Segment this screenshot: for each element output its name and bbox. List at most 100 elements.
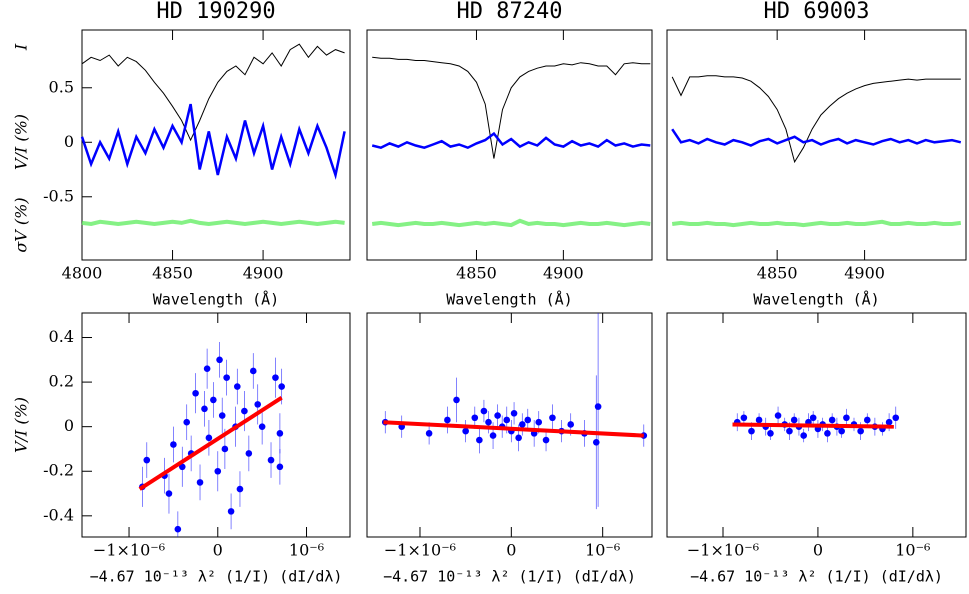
x-axis-label: −4.67 10⁻¹³ λ² (1/I) (dI/dλ) xyxy=(690,568,943,586)
data-point xyxy=(885,418,893,426)
fit-line xyxy=(138,396,283,491)
x-tick-label: −1×10⁻⁶ xyxy=(687,541,759,560)
y-tick-label: 0 xyxy=(64,132,74,151)
data-point xyxy=(790,416,798,424)
data-point xyxy=(748,427,755,435)
panel-title: HD 69003 xyxy=(764,0,870,24)
spectrum-line xyxy=(671,128,962,147)
x-tick-label: 0 xyxy=(506,541,516,560)
spectrum-line xyxy=(81,218,345,227)
data-point xyxy=(192,389,199,397)
x-tick-label: 4850 xyxy=(456,264,497,283)
data-point xyxy=(236,485,244,493)
data-point xyxy=(174,525,182,533)
data-point xyxy=(453,396,460,404)
data-point xyxy=(165,490,173,497)
data-point xyxy=(515,434,522,442)
data-point xyxy=(857,427,864,435)
data-point xyxy=(425,430,433,437)
data-point xyxy=(218,412,226,419)
y-axis-label: V/I (%) xyxy=(12,397,31,453)
data-point xyxy=(205,434,213,442)
data-point xyxy=(549,414,556,422)
data-point xyxy=(214,467,222,475)
plot-frame xyxy=(666,29,967,261)
y-axis-label: I xyxy=(12,43,31,51)
data-point xyxy=(245,450,253,457)
data-point xyxy=(535,418,543,426)
plot-frame xyxy=(81,312,351,538)
data-point xyxy=(480,407,488,415)
plot-frame xyxy=(366,312,653,538)
data-point xyxy=(223,374,230,381)
x-tick-label: −1×10⁻⁶ xyxy=(384,541,456,560)
y-tick-label: 0 xyxy=(64,416,74,435)
fit-line xyxy=(732,422,894,429)
x-tick-label: 10⁻⁶ xyxy=(895,541,930,560)
spectrum-line xyxy=(371,218,651,228)
data-point xyxy=(518,421,526,428)
data-point xyxy=(143,456,151,464)
data-point xyxy=(843,414,850,422)
data-point xyxy=(767,430,774,437)
data-point xyxy=(272,374,279,381)
y-tick-label: 0.2 xyxy=(49,372,74,391)
panel-title: HD 190290 xyxy=(156,0,275,24)
spectrum-line xyxy=(671,75,961,164)
data-point xyxy=(258,423,266,430)
data-point xyxy=(241,407,248,415)
spectrum-line xyxy=(372,56,651,159)
data-point xyxy=(828,416,836,424)
x-axis-label: Wavelength (Å) xyxy=(753,290,879,309)
data-point xyxy=(594,403,602,410)
x-axis-label: Wavelength (Å) xyxy=(153,290,279,309)
spectrum-line xyxy=(371,131,651,150)
data-point xyxy=(221,445,229,453)
data-point xyxy=(249,367,257,375)
data-point xyxy=(276,430,284,437)
data-point xyxy=(503,416,511,424)
data-point xyxy=(510,409,518,417)
x-tick-label: 10⁻⁶ xyxy=(585,541,620,560)
x-axis-label: −4.67 10⁻¹³ λ² (1/I) (dI/dλ) xyxy=(90,568,343,586)
data-point xyxy=(755,416,763,424)
spectrum-line xyxy=(80,103,346,180)
data-point xyxy=(592,438,600,446)
y-axis-label: V/I (%) xyxy=(12,114,31,170)
data-point xyxy=(254,401,262,408)
data-point xyxy=(542,436,550,444)
data-point xyxy=(444,416,451,424)
data-point xyxy=(267,456,275,464)
x-tick-label: 4850 xyxy=(152,264,193,283)
data-point xyxy=(233,383,241,390)
data-point xyxy=(278,383,285,390)
x-tick-label: 0 xyxy=(213,541,223,560)
data-point xyxy=(485,418,492,426)
data-point xyxy=(494,412,501,419)
x-tick-label: 4900 xyxy=(243,264,284,283)
x-axis-label: −4.67 10⁻¹³ λ² (1/I) (dI/dλ) xyxy=(383,568,636,586)
data-point xyxy=(210,396,217,404)
x-tick-label: 4900 xyxy=(844,264,885,283)
fit-line xyxy=(383,420,644,438)
x-tick-label: 10⁻⁶ xyxy=(289,541,324,560)
y-tick-label: -0.5 xyxy=(43,186,74,205)
x-tick-label: 4900 xyxy=(543,264,584,283)
data-point xyxy=(216,356,223,364)
y-axis-label: σV (%) xyxy=(12,197,31,252)
y-tick-label: 0.4 xyxy=(49,327,74,346)
y-tick-label: 0.5 xyxy=(49,77,74,96)
x-tick-label: 4850 xyxy=(757,264,798,283)
x-tick-label: 4800 xyxy=(62,264,103,283)
plot-frame xyxy=(366,29,653,261)
data-point xyxy=(774,412,782,419)
data-point xyxy=(201,405,208,413)
data-point xyxy=(489,432,497,439)
data-point xyxy=(183,418,191,426)
x-tick-label: 0 xyxy=(813,541,823,560)
y-tick-label: -0.2 xyxy=(43,461,74,480)
data-point xyxy=(786,427,793,435)
data-point xyxy=(471,414,479,422)
data-point xyxy=(178,463,186,471)
